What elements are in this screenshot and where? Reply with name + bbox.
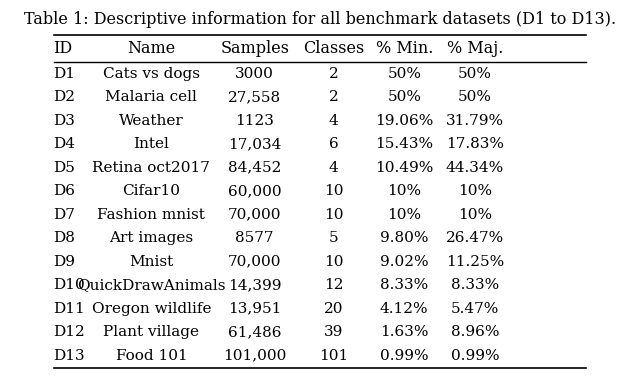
Text: D7: D7 xyxy=(54,208,76,221)
Text: D5: D5 xyxy=(54,161,76,174)
Text: Art images: Art images xyxy=(109,231,193,245)
Text: 0.99%: 0.99% xyxy=(380,349,429,362)
Text: 27,558: 27,558 xyxy=(228,90,282,104)
Text: Malaria cell: Malaria cell xyxy=(106,90,197,104)
Text: 39: 39 xyxy=(324,325,343,339)
Text: 60,000: 60,000 xyxy=(228,184,282,198)
Text: Intel: Intel xyxy=(134,137,170,151)
Text: D4: D4 xyxy=(54,137,76,151)
Text: D9: D9 xyxy=(54,255,76,268)
Text: 31.79%: 31.79% xyxy=(446,114,504,127)
Text: QuickDrawAnimals: QuickDrawAnimals xyxy=(77,278,226,292)
Text: D6: D6 xyxy=(54,184,76,198)
Text: D1: D1 xyxy=(54,67,76,80)
Text: 10%: 10% xyxy=(458,184,492,198)
Text: % Min.: % Min. xyxy=(376,40,433,57)
Text: Cifar10: Cifar10 xyxy=(122,184,180,198)
Text: 5: 5 xyxy=(329,231,339,245)
Text: 10: 10 xyxy=(324,255,343,268)
Text: 44.34%: 44.34% xyxy=(446,161,504,174)
Text: ID: ID xyxy=(54,40,72,57)
Text: 84,452: 84,452 xyxy=(228,161,282,174)
Text: 8.33%: 8.33% xyxy=(380,278,428,292)
Text: 4: 4 xyxy=(329,161,339,174)
Text: 12: 12 xyxy=(324,278,343,292)
Text: D3: D3 xyxy=(54,114,76,127)
Text: Oregon wildlife: Oregon wildlife xyxy=(92,302,211,315)
Text: D8: D8 xyxy=(54,231,76,245)
Text: 70,000: 70,000 xyxy=(228,208,282,221)
Text: 15.43%: 15.43% xyxy=(375,137,433,151)
Text: D13: D13 xyxy=(54,349,85,362)
Text: 101: 101 xyxy=(319,349,348,362)
Text: 14,399: 14,399 xyxy=(228,278,282,292)
Text: 10: 10 xyxy=(324,208,343,221)
Text: 50%: 50% xyxy=(387,67,421,80)
Text: 2: 2 xyxy=(329,90,339,104)
Text: 8.96%: 8.96% xyxy=(451,325,499,339)
Text: 11.25%: 11.25% xyxy=(446,255,504,268)
Text: 6: 6 xyxy=(329,137,339,151)
Text: D2: D2 xyxy=(54,90,76,104)
Text: 10.49%: 10.49% xyxy=(375,161,433,174)
Text: 4: 4 xyxy=(329,114,339,127)
Text: 1.63%: 1.63% xyxy=(380,325,429,339)
Text: 20: 20 xyxy=(324,302,343,315)
Text: Plant village: Plant village xyxy=(104,325,200,339)
Text: % Maj.: % Maj. xyxy=(447,40,503,57)
Text: 2: 2 xyxy=(329,67,339,80)
Text: 17.83%: 17.83% xyxy=(446,137,504,151)
Text: D11: D11 xyxy=(54,302,85,315)
Text: 1123: 1123 xyxy=(236,114,274,127)
Text: Weather: Weather xyxy=(119,114,184,127)
Text: 9.80%: 9.80% xyxy=(380,231,429,245)
Text: Name: Name xyxy=(127,40,175,57)
Text: 50%: 50% xyxy=(458,67,492,80)
Text: 8577: 8577 xyxy=(236,231,274,245)
Text: 10%: 10% xyxy=(387,208,421,221)
Text: 10: 10 xyxy=(324,184,343,198)
Text: 8.33%: 8.33% xyxy=(451,278,499,292)
Text: Mnist: Mnist xyxy=(129,255,173,268)
Text: Samples: Samples xyxy=(220,40,289,57)
Text: 10%: 10% xyxy=(458,208,492,221)
Text: 9.02%: 9.02% xyxy=(380,255,429,268)
Text: Cats vs dogs: Cats vs dogs xyxy=(103,67,200,80)
Text: Fashion mnist: Fashion mnist xyxy=(97,208,205,221)
Text: 101,000: 101,000 xyxy=(223,349,287,362)
Text: 70,000: 70,000 xyxy=(228,255,282,268)
Text: 5.47%: 5.47% xyxy=(451,302,499,315)
Text: 17,034: 17,034 xyxy=(228,137,282,151)
Text: Table 1: Descriptive information for all benchmark datasets (D1 to D13).: Table 1: Descriptive information for all… xyxy=(24,11,616,28)
Text: 50%: 50% xyxy=(387,90,421,104)
Text: 10%: 10% xyxy=(387,184,421,198)
Text: 26.47%: 26.47% xyxy=(446,231,504,245)
Text: 3000: 3000 xyxy=(236,67,274,80)
Text: D12: D12 xyxy=(54,325,85,339)
Text: 4.12%: 4.12% xyxy=(380,302,429,315)
Text: 19.06%: 19.06% xyxy=(375,114,433,127)
Text: Classes: Classes xyxy=(303,40,364,57)
Text: 61,486: 61,486 xyxy=(228,325,282,339)
Text: Food 101: Food 101 xyxy=(116,349,188,362)
Text: D10: D10 xyxy=(54,278,85,292)
Text: 13,951: 13,951 xyxy=(228,302,282,315)
Text: Retina oct2017: Retina oct2017 xyxy=(92,161,211,174)
Text: 0.99%: 0.99% xyxy=(451,349,499,362)
Text: 50%: 50% xyxy=(458,90,492,104)
